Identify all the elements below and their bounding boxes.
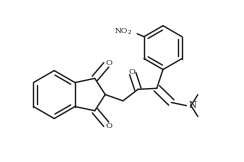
Text: O: O — [105, 122, 112, 130]
Text: NO$_2$: NO$_2$ — [114, 27, 132, 37]
Text: N: N — [188, 101, 196, 110]
Text: O: O — [128, 68, 135, 76]
Text: O: O — [105, 59, 112, 67]
